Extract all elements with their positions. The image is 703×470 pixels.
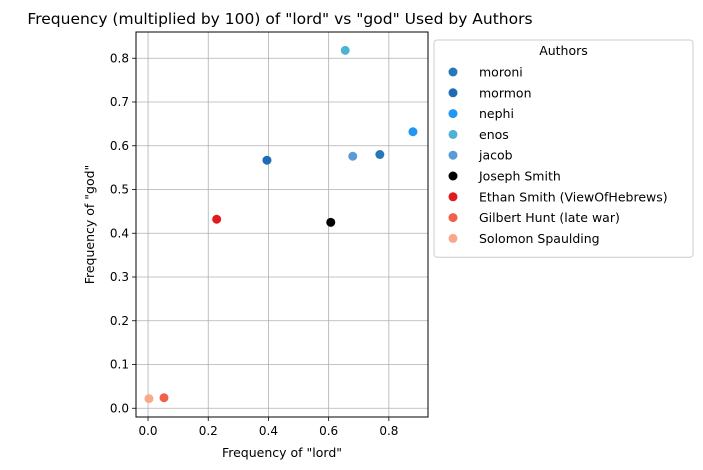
legend-label: nephi <box>479 106 514 121</box>
data-point-enos <box>340 45 350 55</box>
x-tick-label: 0.8 <box>379 424 398 438</box>
x-tick-label: 0.0 <box>138 424 157 438</box>
y-tick-label: 0.1 <box>110 358 129 372</box>
legend-marker <box>448 109 458 119</box>
y-tick-label: 0.6 <box>110 139 129 153</box>
plot-frame <box>135 31 429 418</box>
x-axis-label: Frequency of "lord" <box>222 445 342 460</box>
x-tick-label: 0.2 <box>199 424 218 438</box>
legend-label: mormon <box>479 85 532 100</box>
legend-item: enos <box>448 127 509 142</box>
legend-marker <box>448 213 458 223</box>
legend-item: jacob <box>448 148 513 163</box>
legend-frame <box>433 39 694 258</box>
y-axis-label: Frequency of "god" <box>82 165 97 285</box>
legend-marker <box>448 233 458 243</box>
data-point-mormon <box>262 155 272 165</box>
legend-marker <box>448 129 458 139</box>
legend-marker <box>448 171 458 181</box>
legend-item: Solomon Spaulding <box>448 231 600 246</box>
data-point-moroni <box>375 150 385 159</box>
legend-label: enos <box>479 127 509 142</box>
legend-label: Ethan Smith (ViewOfHebrews) <box>479 189 668 204</box>
legend-label: Joseph Smith <box>478 169 561 184</box>
legend-marker <box>448 150 458 160</box>
data-point-gilbert-hunt-late-war <box>159 393 169 403</box>
legend: Authors moroni mormon nephi enos jacob Joseph… <box>433 39 694 258</box>
data-point-jacob <box>348 151 358 161</box>
y-tick-label: 0.7 <box>110 95 129 109</box>
data-point-nephi <box>408 127 418 137</box>
x-tick-label: 0.6 <box>319 424 338 438</box>
data-point-joseph-smith <box>326 217 336 227</box>
y-tick-label: 0.4 <box>110 226 129 240</box>
data-point-ethan-smith-viewofhebrews <box>212 214 222 224</box>
y-tick-label: 0.3 <box>110 270 129 284</box>
legend-items: moroni mormon nephi enos jacob Joseph Smith Et… <box>448 65 668 246</box>
y-tick-label: 0.0 <box>110 401 129 415</box>
legend-item: moroni <box>448 65 523 80</box>
legend-item: mormon <box>448 85 532 100</box>
legend-item: Joseph Smith <box>448 169 561 184</box>
plot-area: 0.0 0.2 0.4 0.6 0.8 0.0 0.1 0.2 0.3 0.4 0.5 0.6 0.7 0… <box>110 31 429 438</box>
legend-label: moroni <box>479 65 523 80</box>
grid-layer <box>136 32 428 417</box>
legend-label: Gilbert Hunt (late war) <box>479 210 620 225</box>
legend-item: Gilbert Hunt (late war) <box>448 210 620 225</box>
legend-title: Authors <box>539 43 588 58</box>
x-tick-label: 0.4 <box>259 424 278 438</box>
points-layer <box>144 45 418 404</box>
legend-label: jacob <box>478 148 513 163</box>
legend-marker <box>448 192 458 202</box>
chart-title: Frequency (multiplied by 100) of "lord" … <box>27 10 532 28</box>
legend-item: Ethan Smith (ViewOfHebrews) <box>448 189 668 204</box>
y-tick-label: 0.5 <box>110 183 129 197</box>
legend-marker <box>448 88 458 98</box>
legend-label: Solomon Spaulding <box>479 231 600 246</box>
data-point-solomon-spaulding <box>144 394 154 404</box>
y-tick-label: 0.2 <box>110 314 129 328</box>
ticks-layer: 0.0 0.2 0.4 0.6 0.8 0.0 0.1 0.2 0.3 0.4 0.5 0.6 0.7 0… <box>110 51 399 438</box>
legend-marker <box>448 67 458 77</box>
y-tick-label: 0.8 <box>110 51 129 65</box>
legend-item: nephi <box>448 106 514 121</box>
